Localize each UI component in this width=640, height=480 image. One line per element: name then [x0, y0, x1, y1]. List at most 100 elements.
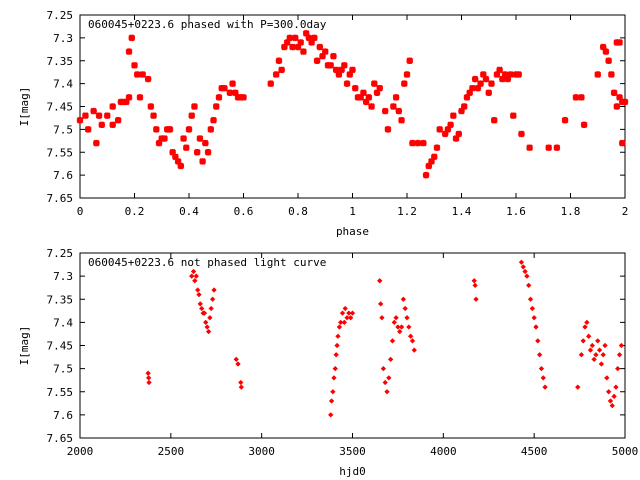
data-point	[330, 388, 336, 395]
x-tick-label: 0	[77, 205, 84, 218]
data-point	[449, 112, 457, 119]
data-point	[621, 98, 629, 106]
data-point	[125, 94, 133, 101]
data-point	[607, 398, 614, 404]
data-point	[458, 107, 465, 115]
data-point	[580, 338, 586, 344]
data-point	[602, 48, 610, 55]
data-point	[341, 319, 348, 326]
data-point	[145, 370, 151, 377]
data-point	[133, 71, 141, 78]
y-tick-label: 7.4	[53, 316, 73, 329]
data-point	[275, 57, 283, 65]
data-point	[520, 264, 527, 270]
data-point	[441, 130, 449, 138]
data-point	[231, 89, 239, 97]
data-point	[193, 273, 200, 279]
data-point	[349, 66, 356, 74]
data-point	[343, 80, 351, 87]
data-point	[190, 268, 197, 275]
data-point	[616, 39, 623, 46]
y-tick-label: 7.25	[47, 9, 74, 22]
data-point	[553, 144, 561, 152]
data-point	[575, 384, 581, 390]
data-point	[349, 310, 356, 316]
data-point	[327, 61, 335, 69]
data-point	[308, 39, 315, 46]
data-point	[406, 324, 412, 330]
data-point	[337, 319, 344, 326]
data-point	[328, 398, 335, 404]
data-point	[321, 48, 329, 55]
data-point	[335, 333, 341, 340]
data-point	[600, 351, 606, 358]
data-point	[380, 365, 387, 372]
data-point	[578, 351, 585, 358]
y-tick-label: 7.25	[47, 247, 74, 260]
data-point	[490, 116, 498, 124]
data-point	[466, 89, 474, 97]
data-point	[196, 135, 204, 142]
data-point	[185, 126, 193, 133]
data-point	[609, 402, 616, 409]
data-point	[529, 305, 536, 312]
data-point	[335, 71, 343, 78]
data-point	[391, 319, 398, 326]
data-point	[103, 112, 111, 119]
data-point	[509, 112, 517, 119]
data-point	[235, 361, 241, 367]
data-point	[166, 126, 174, 133]
data-point	[114, 116, 122, 124]
data-point	[382, 379, 388, 386]
data-point	[368, 103, 375, 110]
data-point	[95, 112, 103, 119]
data-point	[593, 351, 599, 358]
chart-title: 060045+0223.6 phased with P=300.0day	[88, 18, 327, 31]
data-point	[414, 139, 422, 147]
data-point	[390, 103, 397, 110]
data-point	[311, 34, 318, 42]
data-point	[396, 328, 403, 335]
data-point	[409, 139, 416, 147]
data-point	[469, 84, 476, 92]
data-point	[145, 375, 152, 381]
data-point	[585, 333, 592, 340]
x-tick-label: 1.8	[561, 205, 581, 218]
data-point	[212, 103, 220, 110]
data-point	[204, 148, 212, 156]
data-point	[591, 356, 597, 363]
data-point	[188, 112, 196, 119]
data-point	[344, 314, 350, 321]
data-point	[515, 71, 523, 78]
data-point	[582, 324, 588, 330]
data-point	[474, 84, 482, 92]
data-point	[436, 126, 444, 133]
data-point	[197, 301, 204, 307]
x-tick-label: 2	[622, 205, 629, 218]
data-point	[384, 388, 390, 395]
data-point	[542, 384, 548, 390]
data-point	[402, 305, 408, 312]
data-point	[616, 94, 623, 101]
data-point	[194, 287, 201, 293]
x-tick-label: 1.2	[397, 205, 417, 218]
data-point	[403, 71, 411, 78]
data-point	[146, 379, 152, 386]
data-point	[616, 351, 623, 358]
data-point	[339, 310, 346, 316]
data-point	[208, 305, 214, 312]
data-point	[211, 287, 217, 293]
data-point	[289, 43, 296, 51]
data-point	[226, 89, 234, 97]
data-point	[471, 277, 477, 284]
data-point	[524, 273, 530, 279]
data-point	[207, 314, 213, 321]
data-point	[377, 301, 384, 307]
data-point	[605, 57, 612, 65]
data-point	[267, 80, 275, 87]
data-point	[334, 342, 340, 349]
data-point	[221, 84, 228, 92]
data-point	[501, 71, 509, 78]
data-point	[599, 43, 607, 51]
